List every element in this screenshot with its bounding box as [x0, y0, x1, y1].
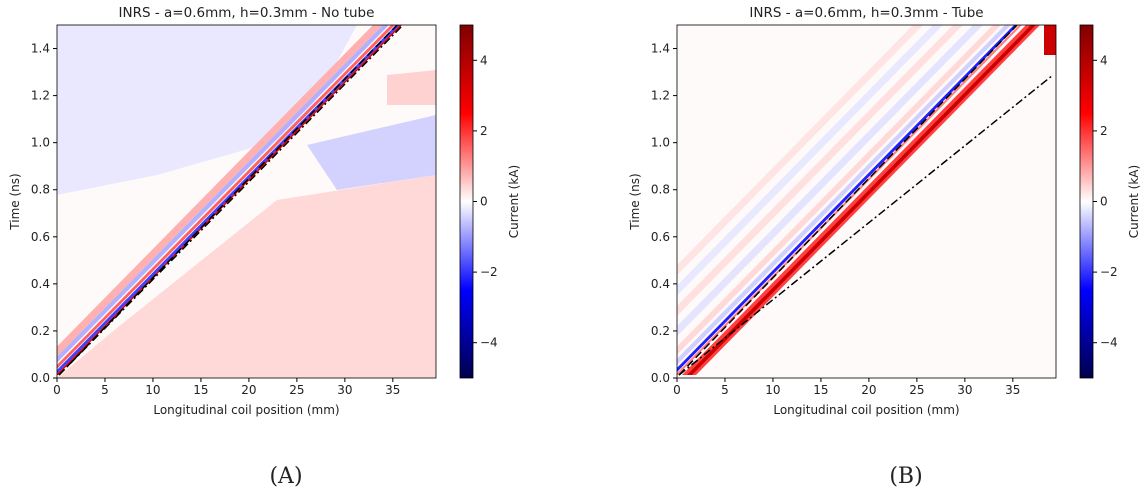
heatmap-shade	[57, 25, 357, 195]
x-tick-label: 20	[861, 383, 876, 397]
heatmap-shade	[307, 115, 436, 190]
y-tick-label: 1.0	[651, 136, 670, 150]
x-tick-label: 30	[337, 383, 352, 397]
colorbar-tick-label: 4	[480, 53, 488, 67]
x-tick-label: 30	[957, 383, 972, 397]
x-tick-label: 25	[289, 383, 304, 397]
colorbar-tick-label: 4	[1100, 53, 1108, 67]
dashdot-line	[58, 25, 404, 376]
y-tick-label: 1.2	[31, 89, 50, 103]
x-tick-label: 25	[909, 383, 924, 397]
y-axis-label: Time (ns)	[8, 173, 22, 230]
y-tick-label: 1.2	[651, 89, 670, 103]
heatmap-shade	[687, 25, 1036, 375]
plot-frame	[676, 24, 1057, 379]
heatmap-shade	[677, 25, 963, 316]
x-tick-label: 15	[193, 383, 208, 397]
colorbar-tick-label: 0	[480, 195, 488, 209]
y-tick-label: 1.0	[31, 136, 50, 150]
colorbar-tick-label: 0	[1100, 195, 1108, 209]
heatmap-shade	[677, 25, 1011, 365]
y-tick-label: 0.8	[651, 183, 670, 197]
y-tick-label: 0.0	[651, 371, 670, 385]
x-tick-label: 35	[1005, 383, 1020, 397]
colorbar-tick-label: −2	[480, 265, 498, 279]
heatmap-shade	[57, 175, 436, 378]
y-tick-label: 0.0	[31, 371, 50, 385]
dashed-line	[678, 25, 1018, 376]
x-tick-label: 5	[101, 383, 109, 397]
colorbar	[459, 24, 474, 379]
x-tick-label: 0	[53, 383, 61, 397]
y-tick-label: 0.6	[651, 230, 670, 244]
y-tick-label: 0.8	[31, 183, 50, 197]
y-tick-label: 1.4	[31, 42, 50, 56]
y-tick-label: 0.2	[651, 324, 670, 338]
heatmap-shade	[677, 25, 1001, 355]
heatmap	[57, 25, 436, 378]
x-axis-label: Longitudinal coil position (mm)	[773, 403, 959, 417]
heatmap-shade	[677, 25, 943, 296]
heatmap-shade	[57, 25, 395, 369]
colorbar-label: Current (kA)	[1127, 165, 1141, 238]
dashed-line	[58, 25, 398, 376]
colorbar-tick-label: −4	[1100, 336, 1118, 350]
heatmap-shade	[677, 25, 923, 276]
x-axis-label: Longitudinal coil position (mm)	[153, 403, 339, 417]
colorbar-label: Current (kA)	[507, 165, 521, 238]
title: INRS - a=0.6mm, h=0.3mm - No tube	[119, 5, 375, 21]
colorbar-tick-label: −4	[480, 336, 498, 350]
x-tick-label: 20	[241, 383, 256, 397]
plot-frame	[56, 24, 437, 379]
caption: (A)	[269, 464, 302, 489]
heatmap-shade	[1044, 25, 1056, 55]
colorbar	[1079, 24, 1094, 379]
colorbar-tick-label: 2	[480, 124, 488, 138]
y-tick-label: 0.6	[31, 230, 50, 244]
heatmap-shade	[57, 25, 389, 363]
y-tick-label: 0.4	[31, 277, 50, 291]
caption: (B)	[889, 464, 922, 489]
x-tick-label: 5	[721, 383, 729, 397]
x-tick-label: 15	[813, 383, 828, 397]
y-axis-label: Time (ns)	[628, 173, 642, 230]
title: INRS - a=0.6mm, h=0.3mm - Tube	[749, 5, 983, 21]
heatmap-shade	[387, 70, 436, 105]
x-tick-label: 10	[765, 383, 780, 397]
x-tick-label: 10	[145, 383, 160, 397]
colorbar-tick-label: −2	[1100, 265, 1118, 279]
heatmap	[677, 25, 1056, 378]
y-tick-label: 1.4	[651, 42, 670, 56]
y-tick-label: 0.4	[651, 277, 670, 291]
x-tick-label: 35	[385, 383, 400, 397]
heatmap-shade	[677, 25, 983, 337]
x-tick-label: 0	[673, 383, 681, 397]
y-tick-label: 0.2	[31, 324, 50, 338]
colorbar-tick-label: 2	[1100, 124, 1108, 138]
